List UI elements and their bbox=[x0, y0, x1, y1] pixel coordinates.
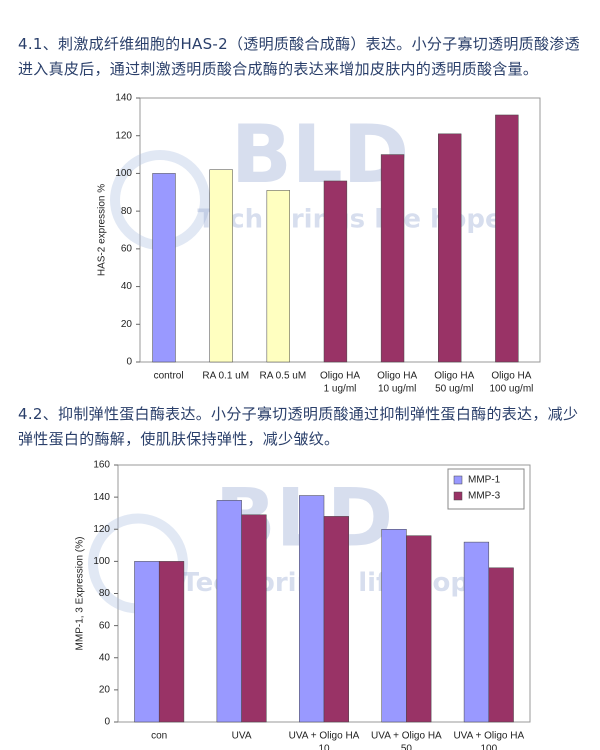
x-tick-label: 100 ug/ml bbox=[489, 384, 533, 395]
x-tick-label: Oligo HA bbox=[377, 371, 417, 382]
x-tick-label: 50 ug/ml bbox=[435, 384, 473, 395]
y-tick-label: 100 bbox=[93, 556, 110, 567]
x-tick-label: Oligo HA bbox=[434, 371, 474, 382]
y-axis-label: HAS-2 expression % bbox=[97, 184, 108, 276]
x-tick-label: 10 bbox=[318, 744, 330, 750]
bar bbox=[406, 535, 432, 723]
x-tick-label: UVA + Oligo HA bbox=[453, 731, 524, 742]
paragraph: 4.2、抑制弹性蛋白酶表达。小分子寡切透明质酸通过抑制弹性蛋白酶的表达，减少弹性… bbox=[18, 405, 579, 448]
bar bbox=[323, 180, 348, 363]
x-tick-label: 1 ug/ml bbox=[324, 384, 357, 395]
y-tick-label: 80 bbox=[121, 206, 133, 217]
x-tick-label: UVA + Oligo HA bbox=[371, 731, 442, 742]
y-axis-label: MMP-1, 3 Expression (%) bbox=[75, 537, 86, 651]
y-tick-label: 140 bbox=[93, 492, 110, 503]
y-tick-label: 100 bbox=[115, 168, 132, 179]
bar bbox=[438, 133, 462, 363]
x-tick-label: control bbox=[154, 371, 184, 382]
y-tick-label: 0 bbox=[126, 357, 132, 368]
legend-label: MMP-1 bbox=[468, 475, 501, 486]
y-tick-label: 160 bbox=[93, 460, 110, 471]
x-tick-label: 100 bbox=[480, 744, 497, 750]
bar bbox=[488, 567, 514, 723]
y-tick-label: 20 bbox=[99, 685, 111, 696]
y-tick-label: 40 bbox=[99, 652, 111, 663]
bar bbox=[323, 516, 349, 723]
y-tick-label: 20 bbox=[121, 319, 133, 330]
y-tick-label: 80 bbox=[99, 588, 111, 599]
y-tick-label: 60 bbox=[121, 243, 133, 254]
legend-swatch bbox=[453, 475, 463, 485]
bar bbox=[134, 561, 160, 723]
bar bbox=[209, 169, 233, 363]
bar bbox=[380, 154, 405, 363]
x-tick-label: Oligo HA bbox=[320, 371, 360, 382]
legend-label: MMP-3 bbox=[468, 491, 501, 502]
legend-swatch bbox=[453, 491, 463, 501]
bar bbox=[266, 190, 290, 363]
bar bbox=[463, 541, 490, 723]
x-tick-label: UVA + Oligo HA bbox=[289, 731, 360, 742]
paragraph: 4.1、刺激成纤维细胞的HAS-2（透明质酸合成酶）表达。小分子寡切透明质酸渗透… bbox=[18, 35, 580, 78]
bar bbox=[241, 514, 267, 723]
x-tick-label: 50 bbox=[401, 744, 413, 750]
bar bbox=[152, 173, 176, 363]
x-tick-label: UVA bbox=[232, 731, 252, 742]
x-tick-label: RA 0.5 uM bbox=[260, 371, 307, 382]
bar bbox=[495, 114, 519, 363]
bar bbox=[299, 495, 325, 723]
watermark: BLD bbox=[231, 108, 409, 201]
x-tick-label: Oligo HA bbox=[491, 371, 531, 382]
y-tick-label: 120 bbox=[115, 130, 132, 141]
x-tick-label: 10 ug/ml bbox=[378, 384, 416, 395]
bar bbox=[381, 529, 407, 723]
y-tick-label: 120 bbox=[93, 524, 110, 535]
x-tick-label: RA 0.1 uM bbox=[202, 371, 249, 382]
legend bbox=[447, 468, 525, 510]
y-tick-label: 40 bbox=[121, 281, 133, 292]
bar bbox=[216, 500, 242, 723]
y-tick-label: 60 bbox=[99, 620, 111, 631]
x-tick-label: con bbox=[151, 731, 167, 742]
y-tick-label: 140 bbox=[115, 93, 132, 104]
bar bbox=[158, 561, 185, 723]
y-tick-label: 0 bbox=[104, 717, 110, 728]
